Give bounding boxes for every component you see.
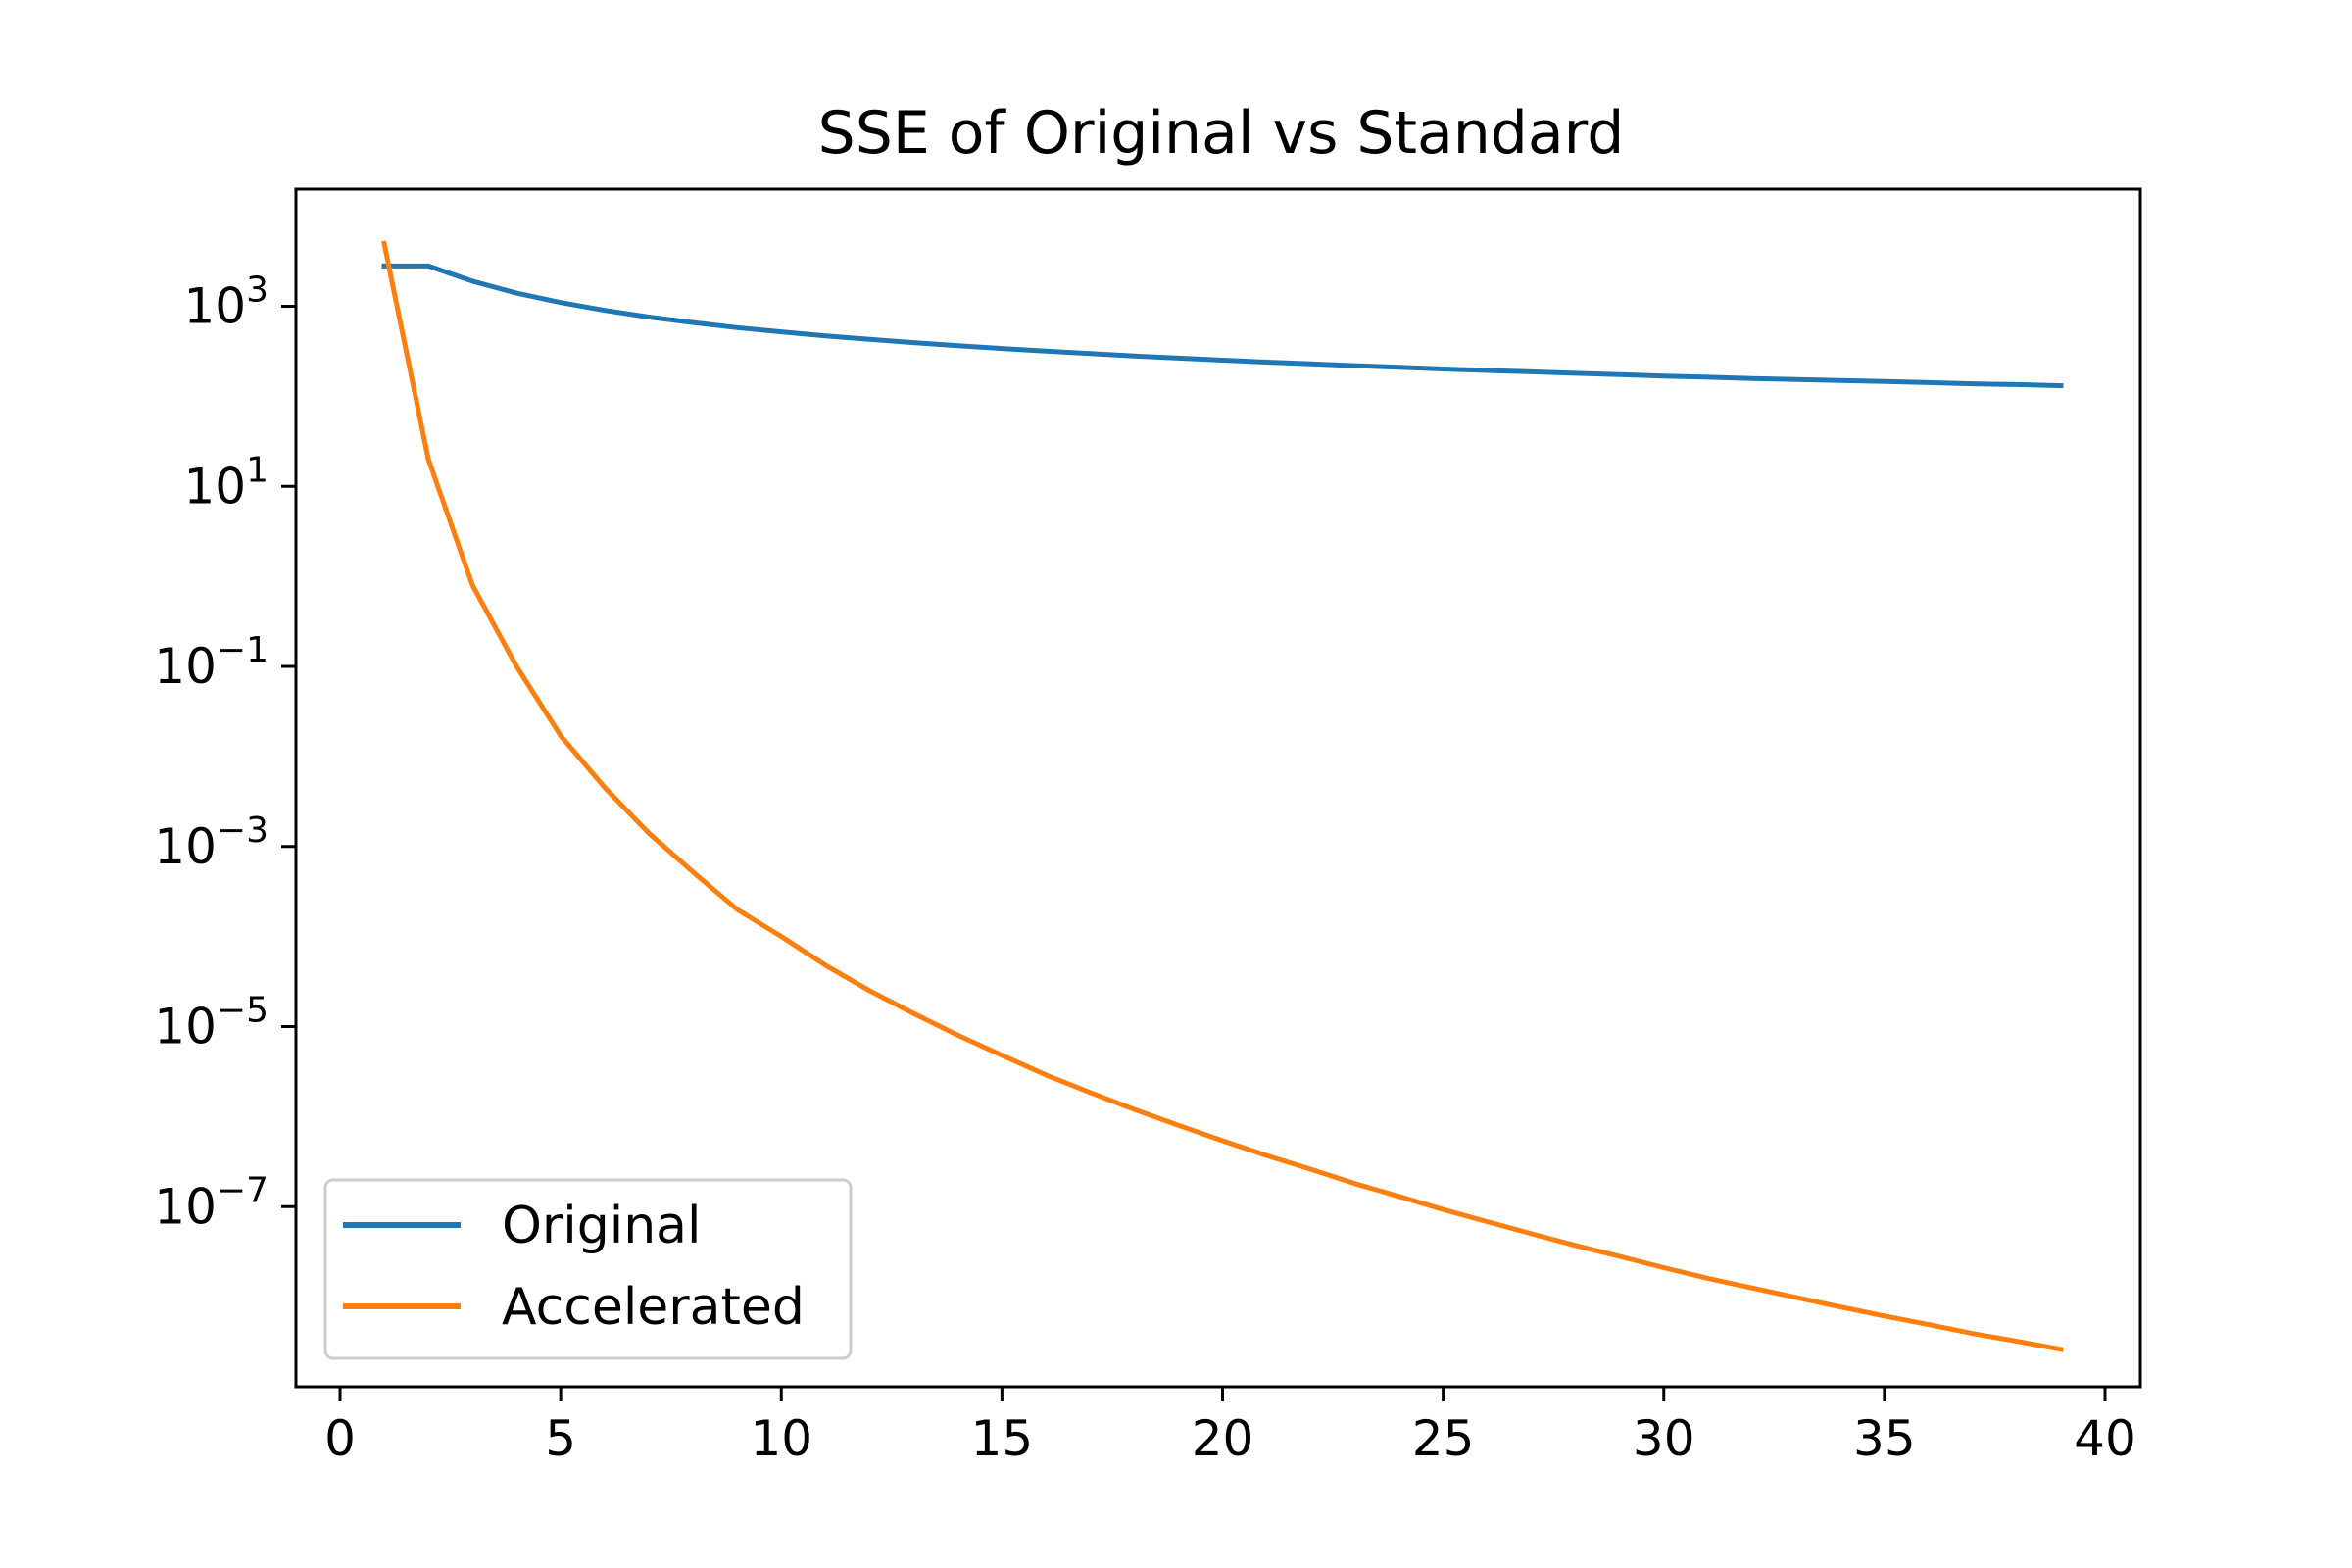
series-line-original xyxy=(381,263,2064,389)
y-tick-label: 10−1 xyxy=(154,630,269,695)
x-tick-label: 35 xyxy=(1853,1410,1916,1467)
x-axis: 0 5 10 15 20 25 30 35 40 xyxy=(324,1387,2136,1467)
y-tick-label: 10−3 xyxy=(154,810,269,875)
y-tick-label: 103 xyxy=(183,270,269,335)
legend-label-original: Original xyxy=(502,1197,701,1255)
x-tick-label: 10 xyxy=(750,1410,812,1467)
x-tick-label: 40 xyxy=(2074,1410,2136,1467)
y-tick-label: 10−7 xyxy=(154,1170,269,1235)
y-axis: 103 101 10−1 10−3 10−5 10−7 xyxy=(154,270,296,1235)
y-tick-label: 101 xyxy=(183,450,269,514)
chart-title: SSE of Original vs Standard xyxy=(818,99,1625,168)
x-tick-label: 15 xyxy=(971,1410,1034,1467)
x-tick-label: 20 xyxy=(1192,1410,1254,1467)
y-tick-label: 10−5 xyxy=(154,991,269,1055)
legend-label-accelerated: Accelerated xyxy=(502,1278,805,1337)
plot-frame xyxy=(294,187,2142,1389)
series-layer xyxy=(381,240,2064,1352)
x-tick-label: 0 xyxy=(324,1410,356,1467)
legend: Original Accelerated xyxy=(323,1178,853,1360)
x-tick-label: 30 xyxy=(1633,1410,1695,1467)
x-tick-label: 25 xyxy=(1412,1410,1475,1467)
x-tick-label: 5 xyxy=(545,1410,576,1467)
series-line-accelerated xyxy=(381,240,2064,1352)
